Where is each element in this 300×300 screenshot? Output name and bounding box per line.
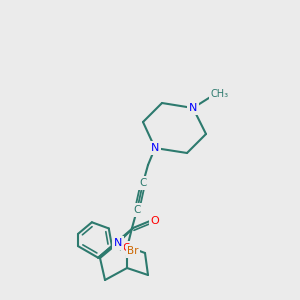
Text: Br: Br [127, 246, 139, 256]
Text: O: O [123, 243, 131, 253]
Text: CH₃: CH₃ [211, 89, 229, 99]
Text: N: N [114, 238, 122, 248]
Text: C: C [133, 205, 141, 215]
Text: O: O [151, 216, 159, 226]
Text: N: N [151, 143, 159, 153]
Text: C: C [139, 178, 147, 188]
Text: N: N [189, 103, 197, 113]
